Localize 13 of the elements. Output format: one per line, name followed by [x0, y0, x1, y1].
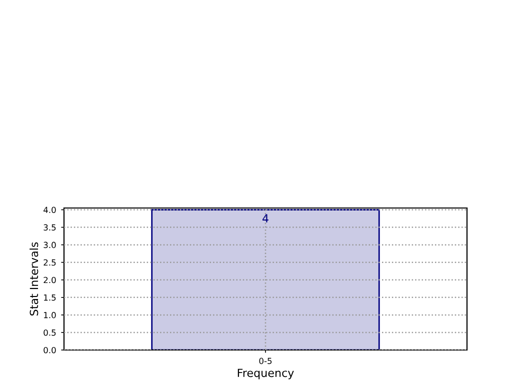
y-tick-label: 0.5 — [44, 329, 56, 336]
y-tick-label: 1.5 — [44, 294, 56, 301]
y-tick-label: 4.0 — [44, 206, 56, 214]
x-axis-title: Frequency — [238, 368, 294, 380]
y-tick-label: 3.5 — [44, 224, 56, 231]
y-tick-label: 0.0 — [44, 346, 56, 354]
y-tick-label: 3.0 — [44, 242, 56, 248]
y-tick-label: 1.0 — [44, 312, 56, 318]
data-label: 4 — [262, 214, 268, 222]
x-tick-label: 0-5 — [259, 358, 272, 364]
y-tick-label: 2.0 — [44, 276, 56, 284]
y-tick-label: 2.5 — [44, 259, 56, 266]
y-axis-title: Stat Intervals — [30, 242, 38, 316]
